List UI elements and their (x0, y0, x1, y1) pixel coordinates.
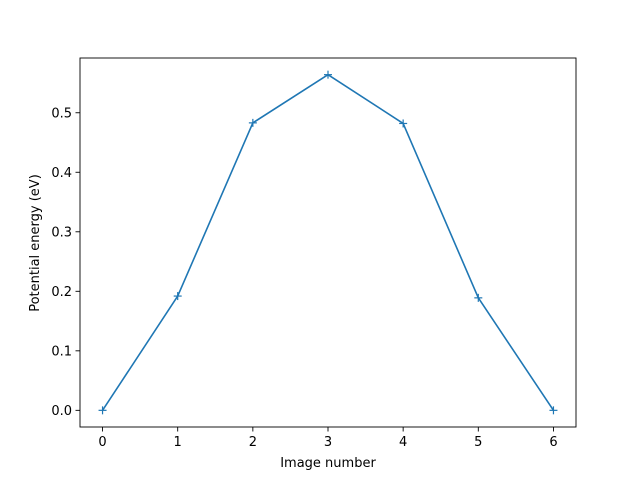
data-point-marker (399, 119, 408, 128)
data-point-marker (98, 406, 107, 415)
x-tick-label: 3 (324, 435, 332, 450)
plot-area: 0 1 2 3 4 5 6 0.0 0.1 0.2 0.3 0.4 0.5 (51, 57, 577, 450)
y-tick-label: 0.4 (51, 166, 72, 181)
x-tick-label: 1 (174, 435, 182, 450)
data-point-marker (324, 70, 332, 79)
y-tick-label: 0.3 (51, 225, 72, 240)
x-tick-label: 2 (249, 435, 257, 450)
data-point-marker (474, 293, 483, 302)
data-point-marker (173, 292, 182, 301)
data-point-marker (248, 118, 257, 127)
y-tick-label: 0.1 (51, 344, 72, 359)
y-axis-label: Potential energy (eV) (28, 174, 43, 312)
data-point-marker (549, 406, 558, 415)
x-axis-label: Image number (280, 456, 376, 471)
x-tick-label: 0 (98, 435, 106, 450)
x-tick-label: 4 (399, 435, 407, 450)
y-tick-label: 0.5 (51, 106, 72, 121)
x-tick-label: 6 (549, 435, 557, 450)
axes-frame (79, 57, 577, 428)
y-tick-label: 0.2 (51, 285, 72, 300)
x-tick-label: 5 (474, 435, 482, 450)
y-tick-label: 0.0 (51, 404, 72, 419)
